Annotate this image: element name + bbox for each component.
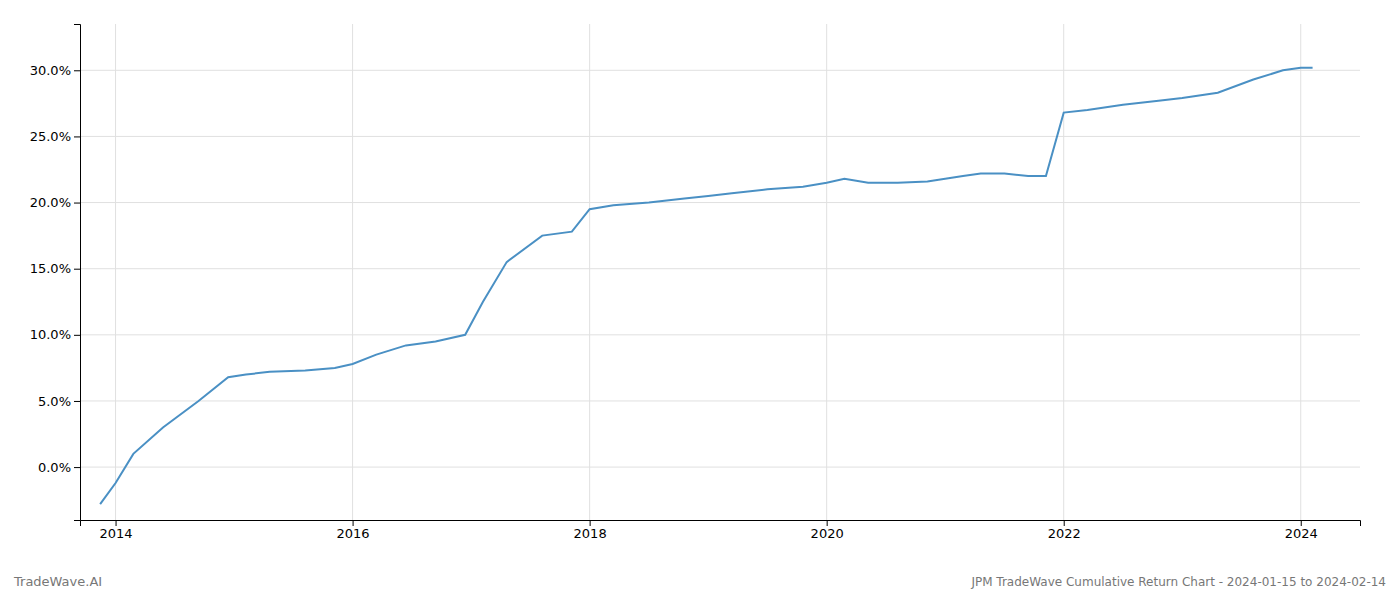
line — [100, 68, 1312, 504]
x-axis-line — [81, 521, 1361, 527]
y-axis-tick: 10.0% — [30, 327, 80, 342]
grid-line — [589, 24, 590, 520]
y-axis-tick: 30.0% — [30, 63, 80, 78]
y-axis-tick-label: 30.0% — [30, 63, 71, 78]
x-axis-tick-mark — [1064, 520, 1065, 526]
y-axis-tick-mark — [74, 335, 80, 336]
x-axis-tick-label: 2022 — [1048, 526, 1081, 541]
x-axis-tick: 2020 — [811, 520, 844, 541]
y-axis-tick-label: 0.0% — [38, 460, 71, 475]
x-axis-tick: 2022 — [1048, 520, 1081, 541]
marks — [100, 68, 1312, 504]
x-axis-tick-mark — [590, 520, 591, 526]
grid-line — [80, 467, 1360, 468]
x-axis-tick: 2016 — [337, 520, 370, 541]
grid-line — [80, 334, 1360, 335]
y-axis-tick: 25.0% — [30, 129, 80, 144]
y-axis-tick-mark — [74, 401, 80, 402]
y-axis-tick-label: 15.0% — [30, 261, 71, 276]
y-axis-tick-mark — [74, 70, 80, 71]
x-axis-tick-mark — [827, 520, 828, 526]
y-axis-tick: 5.0% — [38, 394, 80, 409]
y-axis-tick-label: 10.0% — [30, 327, 71, 342]
grid-line — [80, 202, 1360, 203]
x-axis-tick-mark — [353, 520, 354, 526]
y-axis-line — [74, 25, 81, 521]
grid-line — [352, 24, 353, 520]
y-axis-tick-mark — [74, 269, 80, 270]
x-axis-tick: 2018 — [574, 520, 607, 541]
x-axis-tick-label: 2014 — [100, 526, 133, 541]
x-axis-tick-label: 2020 — [811, 526, 844, 541]
grid-line — [1063, 24, 1064, 520]
x-axis-tick-label: 2018 — [574, 526, 607, 541]
x-axis: 2014 2016 2018 2020 2022 2024 — [81, 520, 1361, 541]
title: JPM TradeWave Cumulative Return Chart - … — [970, 575, 1386, 589]
chart: 2014 2016 2018 2020 2022 2024 0.0% 5.0% 10.0% 15.… — [0, 0, 1400, 600]
y-axis: 0.0% 5.0% 10.0% 15.0% 20.0% 25.0% 30.0% — [30, 25, 81, 521]
y-axis-tick-mark — [74, 467, 80, 468]
grid-line — [80, 70, 1360, 71]
x-axis-tick: 2024 — [1285, 520, 1318, 541]
y-axis-tick-mark — [74, 136, 80, 137]
y-axis-tick: 15.0% — [30, 261, 80, 276]
x-axis-tick-mark — [1301, 520, 1302, 526]
grid-line — [115, 24, 116, 520]
y-axis-tick-label: 25.0% — [30, 129, 71, 144]
grid-line — [1300, 24, 1301, 520]
x-axis-tick-label: 2016 — [337, 526, 370, 541]
y-axis-tick: 0.0% — [38, 460, 80, 475]
grid-line — [80, 400, 1360, 401]
grid-line — [80, 136, 1360, 137]
plot: 2014 2016 2018 2020 2022 2024 0.0% 5.0% 10.0% 15.… — [30, 24, 1361, 541]
grid-line — [80, 268, 1360, 269]
y-axis-tick-label: 20.0% — [30, 195, 71, 210]
grid-line — [826, 24, 827, 520]
watermark: TradeWave.AI — [13, 574, 102, 589]
x-axis-tick-label: 2024 — [1285, 526, 1318, 541]
x-axis-tick: 2014 — [100, 520, 133, 541]
y-axis-tick: 20.0% — [30, 195, 80, 210]
y-axis-tick-label: 5.0% — [38, 394, 71, 409]
x-axis-tick-mark — [116, 520, 117, 526]
y-axis-tick-mark — [74, 203, 80, 204]
grid — [80, 24, 1360, 520]
